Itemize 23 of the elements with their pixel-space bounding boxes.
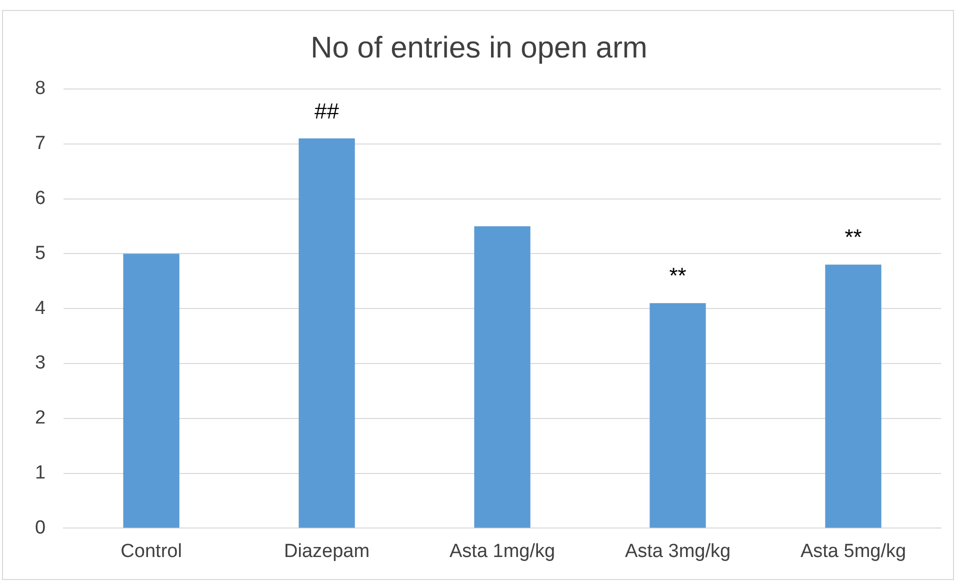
y-tick-label: 7: [34, 133, 46, 154]
bar: [474, 226, 530, 528]
bar: [298, 138, 355, 528]
annotation: **: [844, 224, 862, 250]
x-tick-label: Control: [120, 540, 182, 562]
bar: [123, 254, 180, 528]
y-tick-label: 3: [34, 352, 46, 374]
y-tick-label: 1: [34, 462, 46, 484]
bar: [825, 264, 882, 528]
y-tick-label: 6: [34, 188, 46, 210]
y-tick-label: 4: [34, 298, 46, 319]
x-tick-label: Asta 5mg/kg: [800, 540, 906, 562]
chart-title: No of entries in open arm: [310, 31, 648, 64]
x-tick-label: Asta 1mg/kg: [449, 540, 556, 562]
y-tick-label: 2: [34, 408, 46, 429]
bar: [650, 303, 706, 528]
annotation: **: [669, 263, 687, 288]
x-tick-label: Asta 3mg/kg: [624, 540, 731, 562]
y-tick-label: 0: [34, 517, 46, 538]
annotation: ##: [314, 98, 340, 124]
y-tick-label: 8: [34, 78, 46, 100]
x-tick-label: Diazepam: [284, 540, 370, 562]
y-tick-label: 5: [34, 242, 46, 264]
